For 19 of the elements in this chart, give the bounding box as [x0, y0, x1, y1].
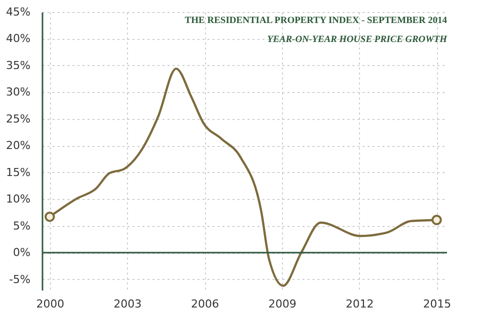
y-tick-label: -5% — [9, 272, 30, 286]
x-tick-label: 2003 — [114, 298, 142, 310]
y-tick-label: 10% — [6, 192, 30, 206]
x-tick-label: 2006 — [191, 298, 220, 310]
chart-title: THE RESIDENTIAL PROPERTY INDEX - SEPTEMBER 2014 — [184, 16, 448, 26]
y-tick-label: 15% — [6, 166, 30, 179]
x-tick-label: 2000 — [36, 298, 64, 310]
x-tick-label: 2015 — [423, 298, 452, 310]
y-tick-label: 35% — [6, 58, 30, 72]
y-tick-label: 25% — [6, 112, 30, 126]
y-tick-label: 20% — [6, 139, 30, 152]
x-tick-label: 2009 — [268, 298, 296, 310]
y-tick-label: 5% — [13, 219, 30, 232]
y-tick-label: 30% — [6, 86, 30, 99]
y-tick-label: 0% — [13, 246, 30, 260]
y-tick-label: 40% — [6, 32, 30, 46]
x-tick-label: 2012 — [346, 298, 374, 310]
y-tick-label: 45% — [6, 6, 30, 18]
text: YEAR-ON-YEAR HOUSE PRICE GROWTH — [267, 35, 448, 45]
